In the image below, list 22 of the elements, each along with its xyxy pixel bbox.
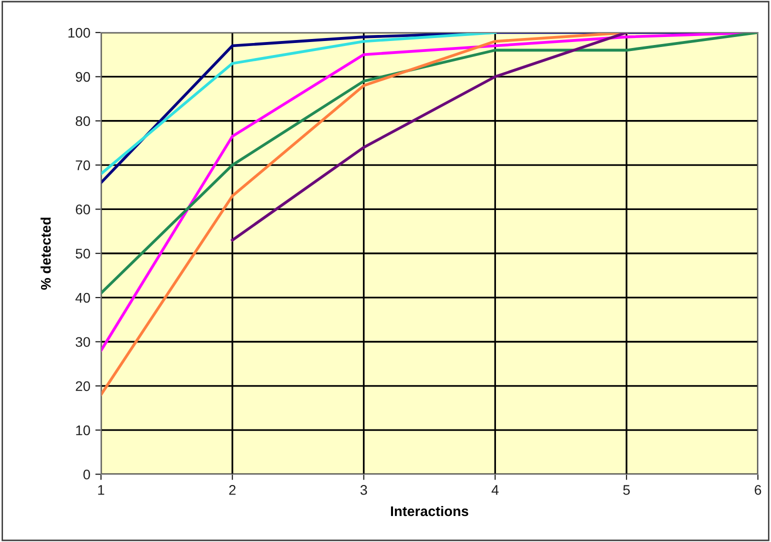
x-tick-label: 6 <box>754 485 762 495</box>
x-tick-label: 4 <box>492 485 499 495</box>
y-tick-label: 40 <box>75 292 90 303</box>
y-axis-title: % detected <box>40 218 51 290</box>
y-tick-label: 20 <box>76 381 90 392</box>
line-series <box>101 32 497 176</box>
x-axis-title: Interactions <box>391 506 468 516</box>
y-tick-label: 90 <box>76 72 90 82</box>
x-tick-label: 1 <box>98 485 104 495</box>
y-tick-label: 30 <box>76 337 90 347</box>
line-series <box>101 32 628 396</box>
y-tick-label: 10 <box>76 425 90 436</box>
y-tick-label: 70 <box>76 160 90 170</box>
y-tick-label: 100 <box>68 28 90 38</box>
x-tick-label: 2 <box>229 485 236 495</box>
x-tick-label: 3 <box>360 485 368 495</box>
y-tick-label: 0 <box>83 470 90 480</box>
y-tick-label: 60 <box>76 204 90 214</box>
line-series <box>230 32 628 242</box>
y-tick-label: 80 <box>76 116 90 126</box>
x-tick-label: 5 <box>623 485 630 495</box>
y-tick-label: 50 <box>76 248 90 259</box>
